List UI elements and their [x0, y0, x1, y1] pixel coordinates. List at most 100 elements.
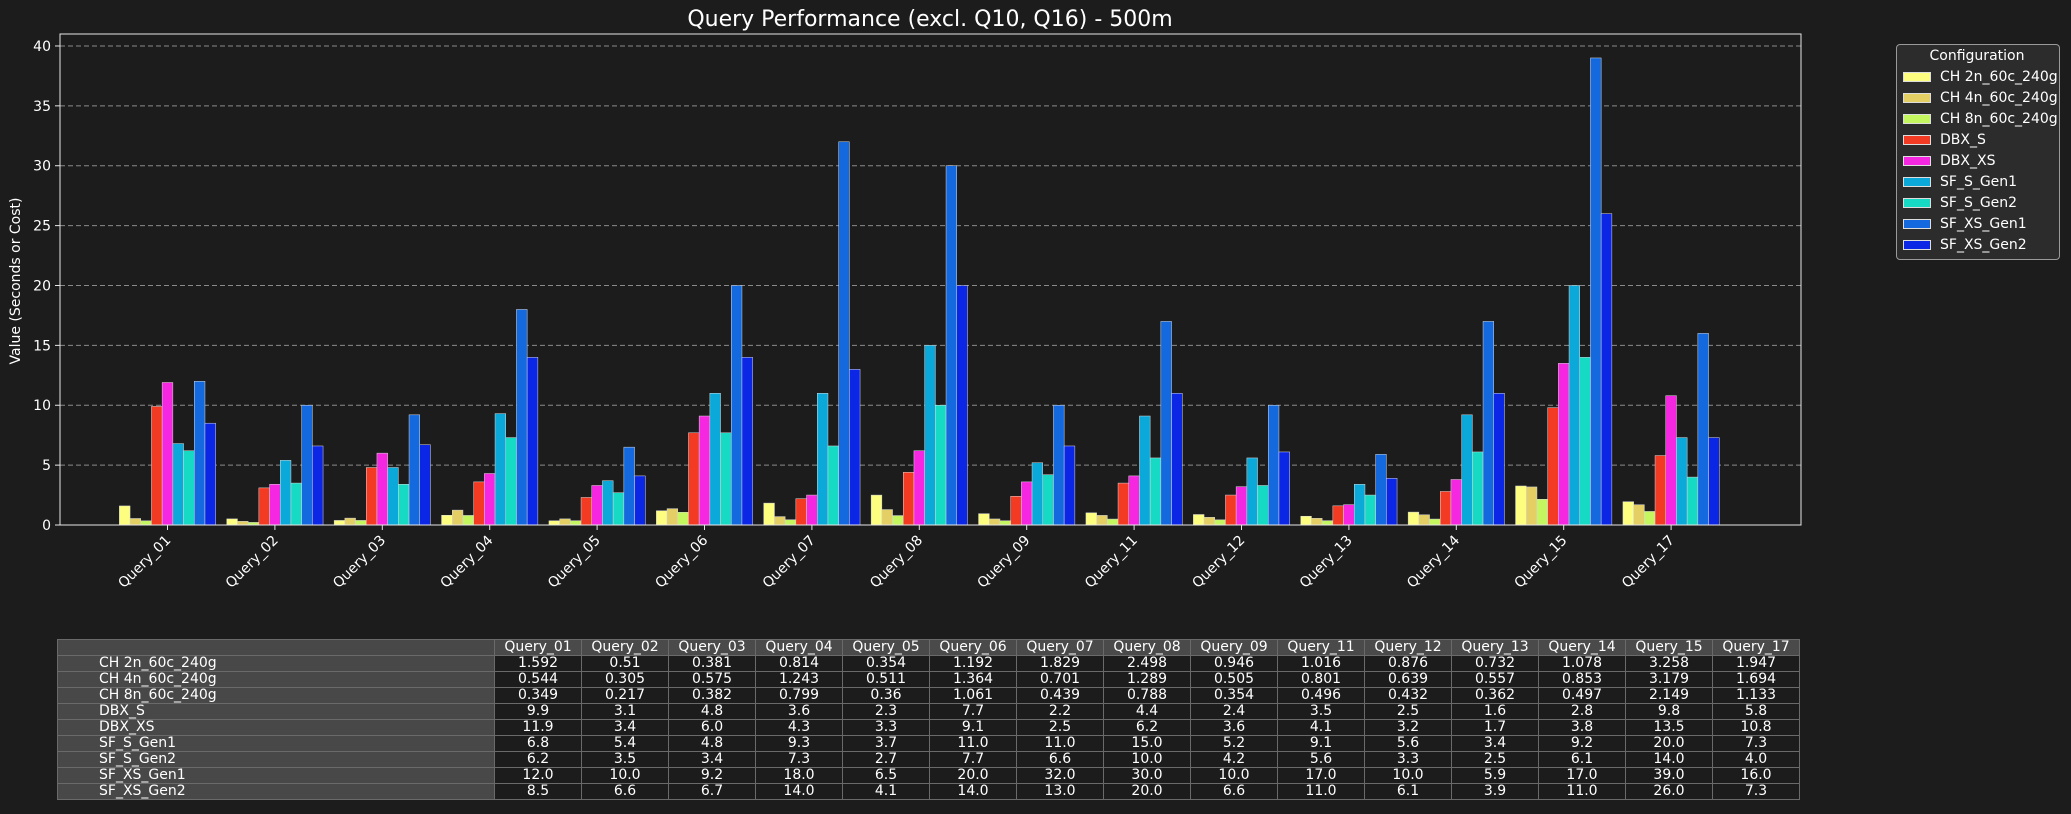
table-cell: 2.3 — [842, 703, 930, 720]
bar — [1590, 57, 1602, 526]
table-cell: 5.8 — [1712, 703, 1800, 720]
table-cell: 11.0 — [1016, 735, 1104, 752]
table-cell: 4.0 — [1712, 751, 1800, 768]
table-column-header: Query_12 — [1364, 639, 1452, 656]
table-cell: 0.217 — [581, 687, 669, 704]
table-cell: 1.016 — [1277, 655, 1365, 672]
table-row-header: DBX_XS — [57, 719, 495, 736]
x-tick-label: Query_01 — [115, 533, 174, 592]
bar — [494, 413, 506, 526]
bar — [1600, 213, 1613, 526]
bar — [269, 484, 281, 526]
table-cell: 14.0 — [1625, 751, 1713, 768]
bar — [1364, 494, 1376, 526]
bar — [1268, 404, 1280, 526]
table-cell: 2.2 — [1016, 703, 1104, 720]
bar — [258, 487, 270, 526]
bar — [978, 513, 990, 526]
table-cell: 7.3 — [1712, 735, 1800, 752]
bar — [1515, 485, 1527, 526]
bar — [1107, 518, 1119, 526]
table-cell: 4.2 — [1190, 751, 1278, 768]
y-tick-label: 20 — [33, 278, 51, 294]
legend-swatch — [1903, 176, 1931, 187]
table-cell: 3.4 — [668, 751, 756, 768]
bar — [505, 437, 517, 526]
bar — [1128, 475, 1140, 526]
table-cell: 9.9 — [494, 703, 582, 720]
table-cell: 15.0 — [1103, 735, 1191, 752]
bar — [355, 520, 367, 526]
table-cell: 7.7 — [929, 703, 1017, 720]
x-tick-label: Query_06 — [652, 532, 711, 591]
bar — [366, 467, 378, 526]
table-cell: 6.1 — [1364, 783, 1452, 800]
table-cell: 0.799 — [755, 687, 843, 704]
bar — [516, 309, 528, 526]
table-cell: 20.0 — [1625, 735, 1713, 752]
table-cell: 1.061 — [929, 687, 1017, 704]
table-column-header: Query_08 — [1103, 639, 1191, 656]
table-cell: 6.6 — [1190, 783, 1278, 800]
bar — [1214, 519, 1226, 526]
table-cell: 0.511 — [842, 671, 930, 688]
legend-label: SF_S_Gen1 — [1940, 173, 2018, 190]
bar — [1633, 504, 1645, 526]
x-tick-label: Query_07 — [760, 533, 819, 592]
table-cell: 0.544 — [494, 671, 582, 688]
table-column-header: Query_17 — [1712, 639, 1800, 656]
table-cell: 4.1 — [1277, 719, 1365, 736]
y-tick-label: 0 — [42, 518, 51, 534]
bar — [1622, 501, 1634, 526]
x-tick-label: Query_03 — [330, 533, 389, 592]
bar — [688, 432, 700, 526]
table-cell: 2.149 — [1625, 687, 1713, 704]
bar — [462, 515, 474, 526]
table-cell: 0.496 — [1277, 687, 1365, 704]
y-tick-label: 5 — [42, 458, 51, 474]
legend-swatch — [1903, 197, 1931, 208]
table-row-header: SF_S_Gen2 — [57, 751, 495, 768]
y-tick-label: 15 — [33, 338, 51, 354]
x-tick-label: Query_13 — [1297, 533, 1356, 592]
bar — [1493, 393, 1505, 526]
table-cell: 3.4 — [581, 719, 669, 736]
bar — [1246, 457, 1258, 526]
x-tick-label: Query_12 — [1189, 533, 1248, 592]
bar — [1418, 514, 1430, 526]
bar — [1354, 484, 1366, 526]
legend-swatch — [1903, 218, 1931, 229]
bar — [1321, 520, 1334, 526]
bar — [344, 517, 356, 526]
table-cell: 0.853 — [1538, 671, 1626, 688]
bar — [1278, 451, 1290, 526]
table-cell: 7.3 — [755, 751, 843, 768]
table-cell: 7.3 — [1712, 783, 1800, 800]
bar — [1386, 478, 1398, 526]
y-tick-label: 30 — [33, 159, 51, 175]
bar — [1021, 481, 1033, 526]
table-cell: 6.5 — [842, 767, 930, 784]
table-cell: 3.5 — [1277, 703, 1365, 720]
table-cell: 1.7 — [1451, 719, 1539, 736]
legend-item: SF_S_Gen1 — [1903, 171, 2051, 192]
legend-item: CH 2n_60c_240g — [1903, 66, 2058, 87]
bar — [1257, 485, 1269, 526]
table-cell: 0.439 — [1016, 687, 1104, 704]
table-column-header: Query_05 — [842, 639, 930, 656]
bar — [280, 460, 292, 526]
x-tick-label: Query_08 — [867, 533, 926, 592]
table-cell: 12.0 — [494, 767, 582, 784]
bar — [1579, 357, 1591, 526]
table-cell: 0.36 — [842, 687, 930, 704]
bar — [1332, 505, 1344, 526]
bar — [1193, 514, 1205, 526]
table-cell: 1.829 — [1016, 655, 1104, 672]
table-column-header: Query_11 — [1277, 639, 1365, 656]
table-row-header: SF_XS_Gen2 — [57, 783, 495, 800]
bar — [1096, 515, 1108, 526]
bar — [1654, 455, 1667, 526]
bar — [151, 406, 163, 526]
table-cell: 17.0 — [1538, 767, 1626, 784]
table-row-header: SF_XS_Gen1 — [57, 767, 495, 784]
